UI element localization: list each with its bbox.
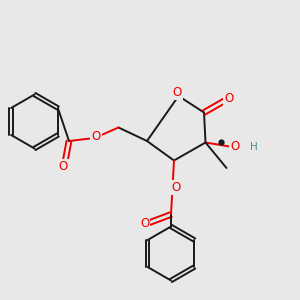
Text: H: H: [250, 142, 257, 152]
Text: O: O: [224, 92, 233, 106]
Text: O: O: [171, 181, 180, 194]
Text: O: O: [92, 130, 100, 143]
Text: O: O: [58, 160, 68, 173]
Text: O: O: [230, 140, 239, 154]
Text: O: O: [172, 86, 182, 99]
Text: O: O: [140, 217, 149, 230]
